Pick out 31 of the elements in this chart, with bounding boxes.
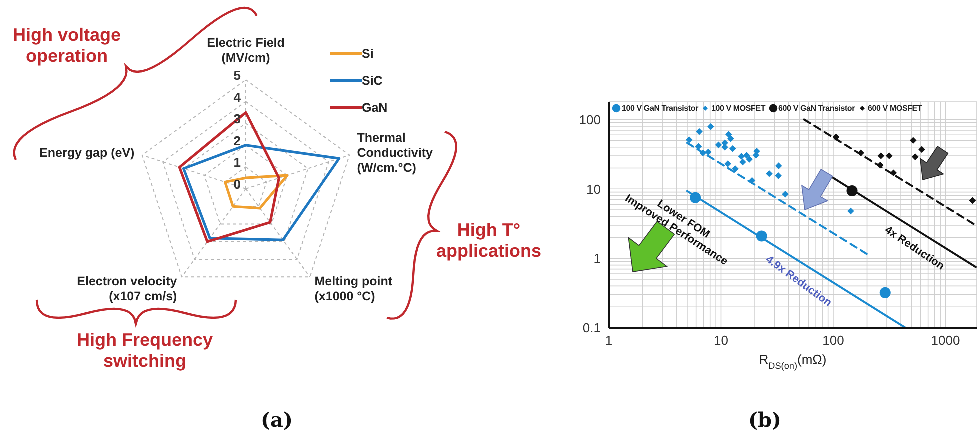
spoke-label: Energy gap (eV)	[40, 146, 135, 160]
x-tick-label: 10	[714, 333, 728, 348]
legend-label: 100 V MOSFET	[711, 104, 766, 113]
y-tick-label: 0	[234, 177, 241, 192]
legend-label: Si	[362, 46, 374, 60]
text: High voltage operation	[12, 25, 122, 66]
y-tick-label: 1	[594, 251, 601, 266]
text: (a)	[261, 408, 293, 432]
y-tick-label: 4	[234, 90, 242, 105]
x-tick-label: 1	[605, 333, 613, 348]
text: High Frequency switching	[76, 330, 214, 371]
y-tick-label: 5	[234, 68, 241, 83]
legend-label: SiC	[362, 74, 383, 88]
y-tick-label: 2	[234, 133, 241, 148]
y-tick-label: 0.1	[582, 320, 601, 336]
y-tick-label: 1	[234, 155, 241, 170]
spoke-label: Thermal Conductivity (W/cm.°C)	[357, 130, 434, 175]
text: High T° applications	[436, 220, 542, 261]
spoke-label: Melting point (x1000 °C)	[314, 274, 394, 304]
y-tick-label: 100	[579, 112, 601, 128]
x-tick-label: 100	[822, 333, 844, 348]
legend-label: 600 V MOSFET	[868, 104, 922, 113]
text: (b)	[748, 408, 782, 432]
y-tick-label: 10	[586, 182, 601, 197]
legend-label: 600 V GaN Transistor	[778, 104, 856, 113]
spoke-label: Electric Field (MV/cm)	[207, 36, 285, 65]
legend-label: 100 V GaN Transistor	[622, 104, 698, 113]
x-tick-label: 1000	[931, 333, 960, 348]
x-axis-title: R$_{DS(on)}$(mΩ)	[759, 352, 827, 371]
legend-label: GaN	[362, 100, 388, 114]
spoke-label: Electron velocity (x107 cm/s)	[77, 274, 178, 304]
